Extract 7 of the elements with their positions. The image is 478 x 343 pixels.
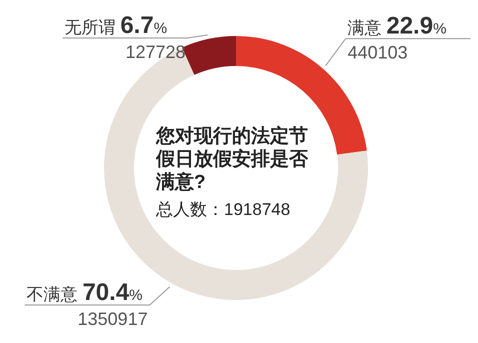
data-label: 22.9% [386,12,446,40]
slice-label: 无所谓 [64,18,120,37]
slice-label: 不满意 [26,285,82,304]
data-label: 6.7% [120,12,168,39]
slice-label: 满意 [348,18,386,38]
text: 总人数：1918748 [156,199,292,221]
data-label: 70.4% [82,279,143,306]
